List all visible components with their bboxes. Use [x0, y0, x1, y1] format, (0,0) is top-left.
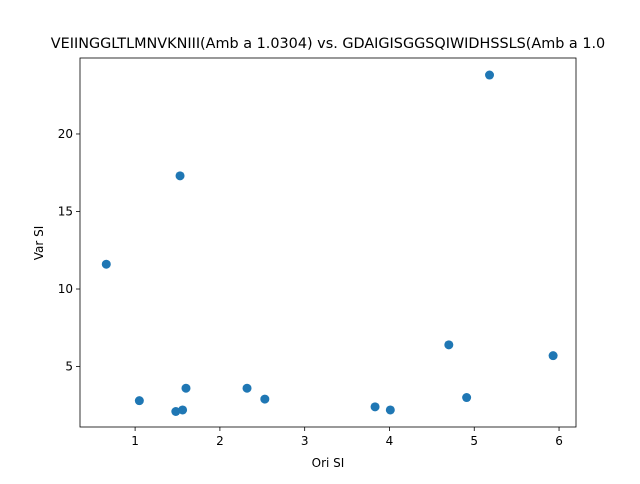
- x-tick-label: 2: [216, 434, 224, 448]
- x-tick-label: 4: [386, 434, 394, 448]
- y-tick-label: 20: [58, 127, 73, 141]
- data-point: [548, 351, 558, 361]
- chart-title: VEIINGGLTLMNVKNIII(Amb a 1.0304) vs. GDA…: [51, 36, 605, 52]
- y-tick-label: 5: [65, 360, 73, 374]
- data-point: [370, 402, 380, 412]
- data-point: [181, 383, 191, 393]
- data-point: [171, 406, 181, 416]
- data-point: [134, 396, 144, 406]
- data-point: [178, 405, 188, 415]
- plot-area: [80, 58, 576, 427]
- data-point: [385, 405, 395, 415]
- ticks-layer: 1 2 3 4 5 6 5 10 15 20: [58, 127, 563, 448]
- data-point: [101, 259, 111, 269]
- data-point: [444, 340, 454, 350]
- x-tick-label: 3: [301, 434, 309, 448]
- x-tick-label: 5: [470, 434, 478, 448]
- y-axis-label: Var SI: [32, 226, 46, 261]
- data-point: [260, 394, 270, 404]
- x-tick-label: 6: [555, 434, 563, 448]
- x-axis-label: Ori SI: [312, 456, 345, 470]
- y-tick-label: 15: [58, 204, 73, 218]
- y-tick-label: 10: [58, 282, 73, 296]
- points-layer: [101, 70, 558, 416]
- axes-frame: [79, 57, 577, 428]
- data-point: [242, 383, 252, 393]
- data-point: [485, 70, 495, 80]
- x-tick-label: 1: [131, 434, 139, 448]
- data-point: [462, 393, 472, 403]
- data-point: [175, 171, 185, 181]
